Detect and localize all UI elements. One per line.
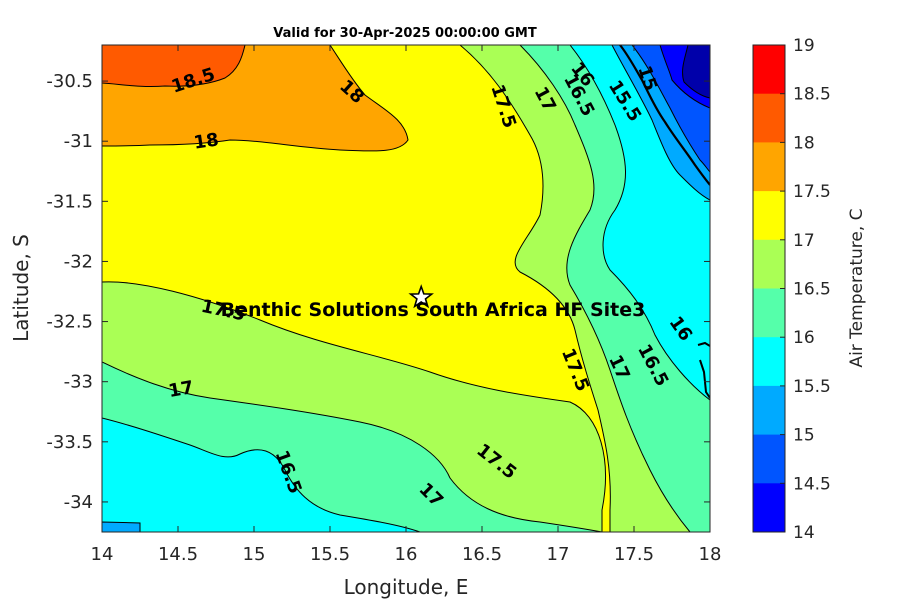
x-tick-label: 17	[547, 544, 570, 565]
band-15-15.5-sw	[102, 521, 141, 532]
band-15.5-16	[102, 417, 421, 532]
plot-title: Valid for 30-Apr-2025 00:00:00 GMT	[273, 26, 537, 41]
y-tick-label: -33.5	[46, 432, 93, 453]
colorbar-tick-label: 16	[793, 328, 815, 348]
colorbar-segment	[753, 337, 785, 387]
x-axis-ticks: 14 14.5 15 15.5 16 16.5 17 17.5 18	[91, 45, 722, 565]
colorbar-segment	[753, 45, 785, 95]
y-tick-label: -34	[64, 492, 93, 513]
y-tick-label: -31	[64, 131, 93, 152]
colorbar-tick-label: 19	[793, 36, 815, 56]
colorbar-tick-label: 17.5	[793, 182, 831, 202]
y-axis-label: Latitude, S	[9, 234, 33, 342]
x-tick-label: 14	[91, 544, 114, 565]
x-tick-label: 15.5	[310, 544, 350, 565]
colorbar-segment	[753, 434, 785, 484]
x-tick-label: 18	[699, 544, 722, 565]
x-axis-label: Longitude, E	[344, 575, 469, 599]
band-13.5-14-east	[682, 45, 710, 99]
colorbar-label: Air Temperature, C	[847, 208, 867, 367]
site-label: Benthic Solutions South Africa HF Site3	[221, 299, 646, 321]
site-star-marker	[408, 284, 434, 309]
band-18-18.5	[102, 45, 246, 88]
colorbar-segment	[753, 483, 785, 533]
colorbar-tick-label: 14	[793, 523, 815, 543]
colorbar-tick-label: 15	[793, 426, 815, 446]
colorbar-segment	[753, 239, 785, 289]
colorbar-segment	[753, 142, 785, 192]
x-tick-label: 16	[395, 544, 418, 565]
colorbar-segment	[753, 93, 785, 143]
colorbar-segment	[753, 385, 785, 436]
y-axis-ticks: -30.5 -31 -31.5 -32 -32.5 -33 -33.5 -34	[46, 71, 710, 513]
colorbar-tick-label: 17	[793, 231, 815, 251]
colorbar-tick-label: 18.5	[793, 85, 831, 105]
contour-label: 18	[192, 129, 220, 153]
colorbar-segment	[753, 191, 785, 241]
colorbar-tick-label: 18	[793, 133, 815, 153]
contour-label: 17	[167, 377, 195, 402]
y-tick-label: -30.5	[46, 71, 93, 92]
x-tick-label: 15	[243, 544, 266, 565]
x-tick-label: 14.5	[158, 544, 198, 565]
y-tick-label: -33	[64, 372, 93, 393]
x-tick-label: 17.5	[614, 544, 654, 565]
x-tick-label: 16.5	[462, 544, 502, 565]
colorbar: 19 18.5 18 17.5 17 16.5 16 15.5 15 14.5 14	[752, 36, 831, 543]
colorbar-tick-label: 15.5	[793, 377, 831, 397]
colorbar-segment	[753, 288, 785, 338]
colorbar-tick-label: 16.5	[793, 280, 831, 300]
y-tick-label: -32.5	[46, 312, 93, 333]
y-tick-label: -31.5	[46, 191, 93, 212]
contour-map	[102, 45, 710, 532]
colorbar-tick-label: 14.5	[793, 474, 831, 494]
coastline	[619, 45, 710, 186]
y-tick-label: -32	[64, 251, 93, 272]
